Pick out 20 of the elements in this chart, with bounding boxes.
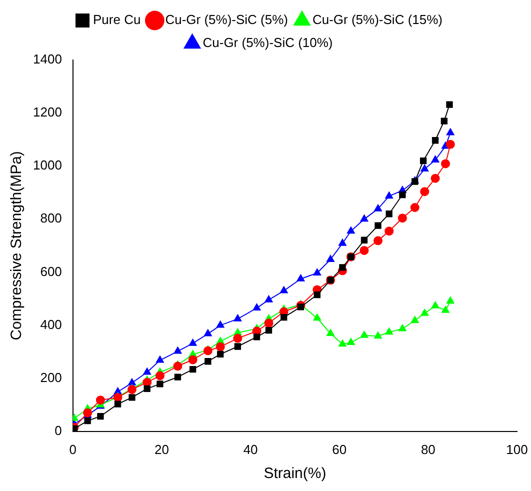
legend-label: Cu-Gr (5%)-SiC (5%) [165, 12, 288, 28]
legend-label: Cu-Gr (5%)-SiC (15%) [312, 12, 442, 28]
y-tick-label: 1200 [33, 104, 62, 120]
y-axis-title: Compressive Strength(MPa) [8, 151, 26, 340]
x-axis-title: Strain(%) [264, 465, 326, 482]
x-tick-label: 80 [420, 442, 436, 457]
y-tick-label: 200 [40, 370, 62, 385]
x-tick-label: 60 [332, 442, 347, 457]
y-tick-label: 1400 [33, 52, 62, 67]
y-tick-label: 600 [40, 264, 62, 279]
y-tick-label: 0 [54, 422, 62, 438]
y-tick-label: 400 [40, 316, 62, 332]
x-tick-label: 20 [154, 442, 169, 457]
y-tick-label: 800 [40, 210, 62, 226]
x-tick-label: 100 [506, 442, 528, 457]
legend-label: Cu-Gr (5%)-SiC (10%) [202, 35, 333, 50]
y-tick-label: 1000 [33, 158, 62, 173]
x-tick-label: 40 [243, 442, 258, 457]
legend-label: Pure Cu [93, 12, 141, 28]
x-tick-label: 0 [69, 442, 77, 457]
